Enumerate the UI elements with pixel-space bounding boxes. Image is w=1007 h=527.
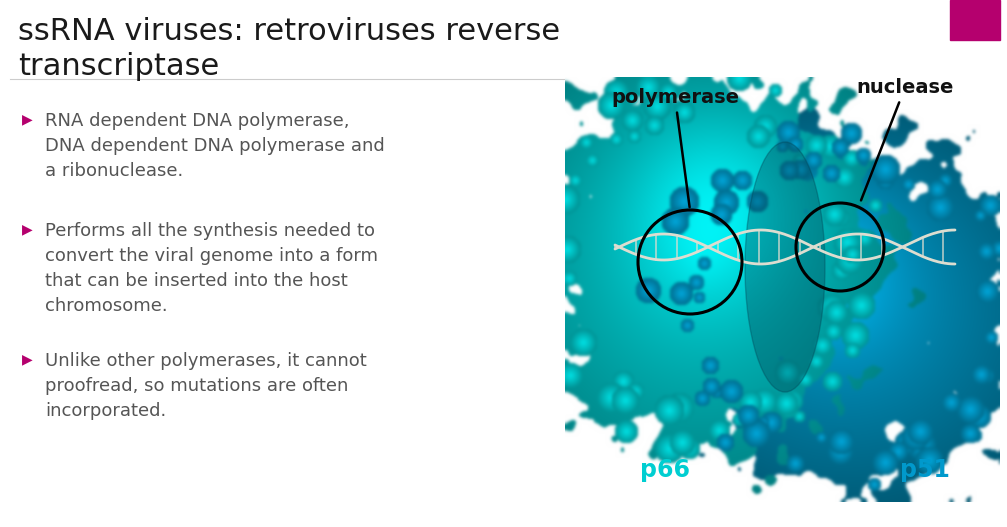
Text: p51: p51	[900, 458, 950, 482]
Text: p66: p66	[640, 458, 690, 482]
Text: Performs all the synthesis needed to
convert the viral genome into a form
that c: Performs all the synthesis needed to con…	[45, 222, 378, 315]
Text: ▶: ▶	[22, 112, 32, 126]
Bar	[950, 0, 1000, 40]
Ellipse shape	[745, 142, 825, 392]
Text: Unlike other polymerases, it cannot
proofread, so mutations are often
incorporat: Unlike other polymerases, it cannot proo…	[45, 352, 367, 420]
Text: transcriptase: transcriptase	[18, 52, 220, 81]
Text: nuclease: nuclease	[856, 78, 954, 200]
Text: ▶: ▶	[22, 222, 32, 236]
Text: ▶: ▶	[22, 352, 32, 366]
Text: ssRNA viruses: retroviruses reverse: ssRNA viruses: retroviruses reverse	[18, 17, 560, 46]
Text: polymerase: polymerase	[611, 88, 739, 207]
Text: RNA dependent DNA polymerase,
DNA dependent DNA polymerase and
a ribonuclease.: RNA dependent DNA polymerase, DNA depend…	[45, 112, 385, 180]
